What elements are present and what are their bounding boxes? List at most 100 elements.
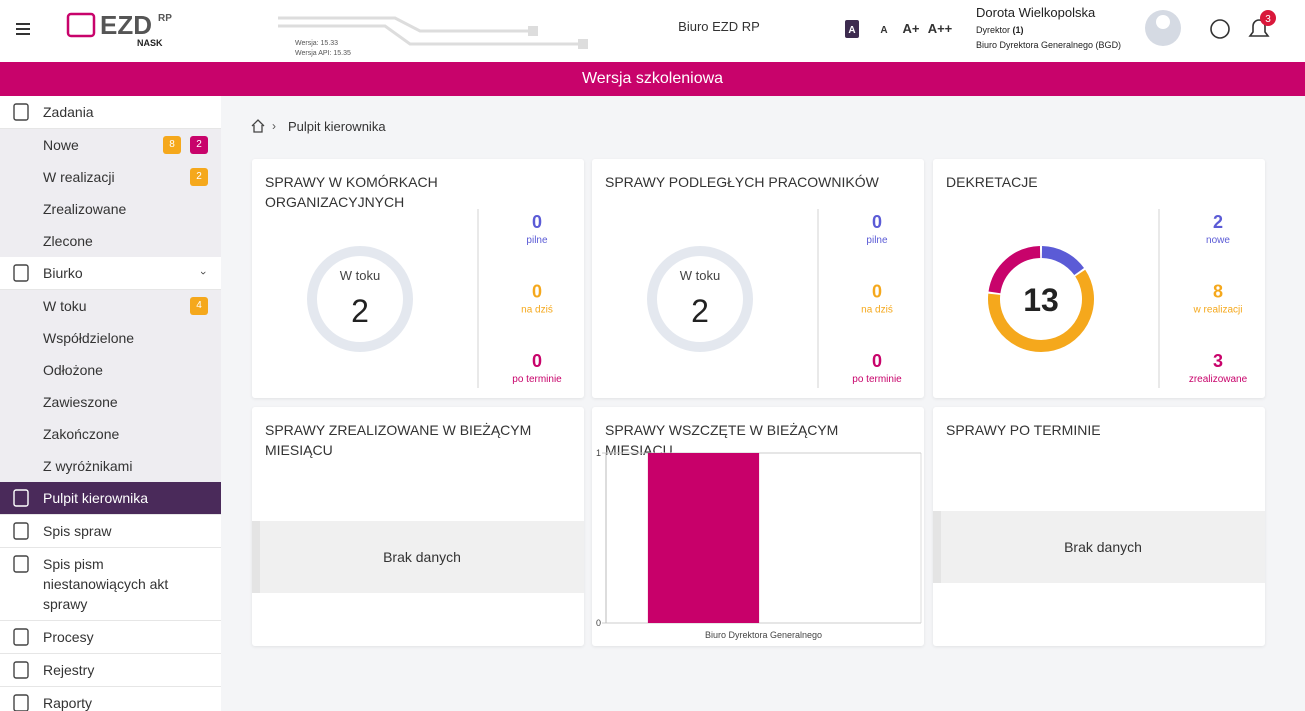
empty-state: Brak danych (933, 511, 1265, 583)
menu-icon-shape (14, 490, 28, 506)
stat-label: na dziś (861, 305, 893, 316)
user-name: Dorota Wielkopolska (976, 5, 1096, 20)
submenu-label: Zakończone (43, 426, 119, 442)
api-version: Wersja API: 15.35 (295, 50, 351, 57)
x-tick-label: Biuro Dyrektora Generalnego (705, 630, 822, 640)
office: Biuro EZD RP (678, 19, 760, 34)
donut-label: W toku (680, 268, 720, 283)
badge: 8 (163, 136, 181, 154)
menu-item[interactable]: Pulpit kierownika (0, 482, 221, 515)
submenu-item[interactable]: W toku 4 (0, 290, 221, 322)
sidebar: ZadaniaNowe82W realizacji2ZrealizowaneZl… (0, 96, 221, 711)
y-tick-label: 0 (596, 618, 601, 628)
submenu-label: W realizacji (43, 169, 115, 185)
home-icon[interactable] (250, 118, 266, 134)
submenu-label: Z wyróżnikami (43, 458, 132, 474)
menu-icon-shape (14, 556, 28, 572)
stat-value: 3 (1213, 351, 1223, 371)
chevron: › (197, 271, 209, 275)
stat-value: 2 (1213, 212, 1223, 232)
donut-total: 13 (1023, 282, 1059, 318)
badge: 4 (190, 297, 208, 315)
menu-label: Spis spraw (43, 523, 111, 539)
stat-value: 0 (872, 351, 882, 371)
font-size-option[interactable]: A++ (928, 21, 953, 36)
submenu-item[interactable]: Nowe82 (0, 129, 221, 161)
stat-label: w realizacji (1193, 305, 1243, 316)
card: SPRAWY W KOMÓRKACH ORGANIZACYJNYCHW toku… (252, 159, 584, 398)
card-title: SPRAWY ZREALIZOWANE W BIEŻĄCYM MIESIĄCU (265, 420, 565, 460)
stat-label: po terminie (852, 374, 902, 385)
logo-sub: NASK (137, 38, 163, 48)
card: DEKRETACJE132nowe8w realizacji3zrealizow… (933, 159, 1265, 398)
font-size-option[interactable]: A (848, 25, 855, 36)
menu-label: Biurko (43, 265, 83, 281)
menu-icon (11, 554, 31, 574)
submenu-item[interactable]: Odłożone (0, 354, 221, 386)
stat-label: pilne (866, 235, 888, 246)
stat-label: po terminie (512, 374, 562, 385)
menu-item[interactable]: Procesy (0, 621, 221, 654)
menu-item[interactable]: Rejestry (0, 654, 221, 687)
submenu-label: W toku (43, 298, 87, 314)
submenu-item[interactable]: Zakończone (0, 418, 221, 450)
menu-icon (11, 627, 31, 647)
stat-value: 8 (1213, 282, 1223, 302)
card: SPRAWY PO TERMINIE Brak danych (933, 407, 1265, 646)
menu-label: Pulpit kierownika (43, 490, 148, 506)
submenu-item[interactable]: Zrealizowane (0, 193, 221, 225)
menu-item[interactable]: Raporty (0, 687, 221, 711)
menu-icon-shape (14, 695, 28, 711)
banner: Wersja szkoleniowa (0, 62, 1305, 96)
header: EZD RP NASK Wersja: 15.33 Wersja API: 15… (0, 0, 1305, 62)
submenu-item[interactable]: Współdzielone (0, 322, 221, 354)
submenu-item[interactable]: Zlecone (0, 225, 221, 257)
menu-item[interactable]: Spis pism niestanowiących akt sprawy (0, 548, 221, 621)
donut-segment (1042, 252, 1079, 272)
menu-item[interactable]: Spis spraw (0, 515, 221, 548)
donut-total: 2 (691, 293, 709, 329)
menu-icon (11, 693, 31, 711)
stat-label: zrealizowane (1189, 374, 1248, 385)
menu-icon (11, 660, 31, 680)
badge: 2 (190, 136, 208, 154)
submenu-label: Współdzielone (43, 330, 134, 346)
timer-icon[interactable] (1211, 20, 1229, 38)
stat-label: na dziś (521, 305, 553, 316)
menu-label: Zadania (43, 104, 94, 120)
menu-icon-shape (14, 629, 28, 645)
submenu-label: Zrealizowane (43, 201, 126, 217)
font-size-option[interactable]: A+ (903, 21, 920, 36)
menu-icon (11, 488, 31, 508)
submenu-label: Zawieszone (43, 394, 118, 410)
card-title: SPRAWY PO TERMINIE (946, 420, 1246, 440)
menu-item[interactable]: Zadania (0, 96, 221, 129)
menu-icon-shape (14, 523, 28, 539)
submenu-item[interactable]: W realizacji2 (0, 161, 221, 193)
menu-item[interactable]: Biurko › (0, 257, 221, 290)
user-role-line: Dyrektor (1) (976, 25, 1024, 35)
menu-label: Rejestry (43, 662, 94, 678)
menu-icon-shape (14, 662, 28, 678)
stat-value: 0 (872, 282, 882, 302)
submenu-label: Zlecone (43, 233, 93, 249)
breadcrumb[interactable]: Pulpit kierownika (288, 119, 386, 134)
menu-icon[interactable] (16, 24, 30, 34)
stat-value: 0 (532, 351, 542, 371)
donut-chart: W toku20pilne0na dziś0po terminie (592, 159, 924, 398)
empty-state: Brak danych (252, 521, 584, 593)
logo-icon (68, 14, 94, 36)
submenu-item[interactable]: Z wyróżnikami (0, 450, 221, 482)
stat-value: 0 (532, 212, 542, 232)
notification-count: 3 (1265, 14, 1271, 25)
header-graphics: EZD RP NASK Wersja: 15.33 Wersja API: 15… (0, 0, 1305, 62)
font-size-option[interactable]: A (880, 25, 887, 36)
logo-sup: RP (158, 13, 172, 24)
stat-label: pilne (526, 235, 548, 246)
submenu-item[interactable]: Zawieszone (0, 386, 221, 418)
user-department: Biuro Dyrektora Generalnego (BGD) (976, 40, 1121, 50)
menu-icon-shape (14, 104, 28, 120)
user-role: Dyrektor (976, 25, 1010, 35)
